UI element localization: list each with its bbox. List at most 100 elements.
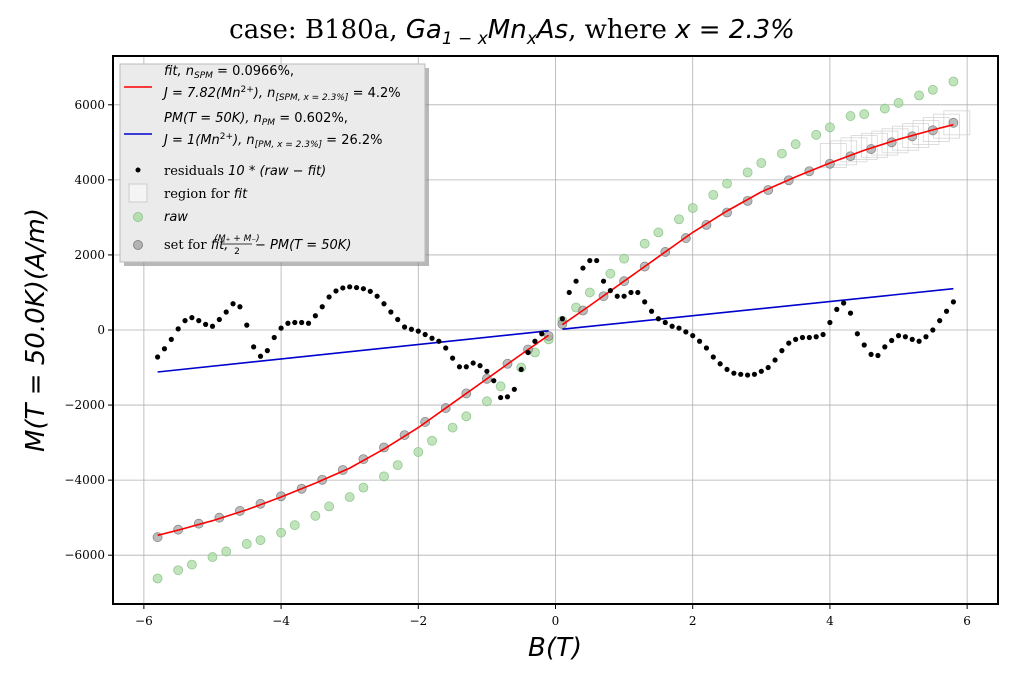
residual-point	[408, 326, 415, 332]
raw-point	[447, 422, 458, 433]
residual-point	[717, 361, 723, 367]
residual-point	[930, 327, 936, 333]
fit-line-negative	[157, 334, 550, 537]
residual-point	[683, 329, 689, 335]
residual-point	[491, 378, 497, 384]
residual-point	[230, 301, 236, 307]
residual-point	[786, 340, 792, 346]
legend-residuals-a: residuals	[164, 164, 228, 179]
raw-point	[173, 565, 184, 576]
residual-point	[278, 325, 284, 331]
region-box	[922, 117, 950, 142]
raw-point	[756, 158, 767, 168]
residual-point	[436, 338, 442, 344]
residual-point	[367, 288, 373, 294]
residual-point	[340, 285, 346, 291]
residual-point	[374, 293, 380, 299]
legend-set-frac-num: (M₊ + M₋)	[214, 234, 259, 244]
residual-point	[937, 318, 943, 324]
legend-raw-swatch	[133, 212, 143, 222]
residual-point	[264, 348, 270, 354]
fit-line-positive	[561, 123, 954, 326]
residual-point	[662, 319, 668, 326]
axis-ticks: −6 −4 −2 0 2 4 6 −6000 −4000 −2000 0 2000 4000 6000	[64, 98, 971, 628]
region-box	[861, 132, 888, 158]
y-tick-label: 4000	[74, 173, 105, 187]
raw-point	[241, 539, 252, 549]
legend-fit-line1-sub: SPM	[194, 71, 213, 81]
residual-point	[360, 286, 367, 292]
raw-point	[845, 111, 856, 121]
raw-point	[825, 122, 835, 133]
legend-fit-line2-b: ), n	[253, 86, 276, 101]
legend-fit-line1-a: fit	[164, 64, 178, 79]
residual-point	[333, 288, 339, 294]
chart-title: case: B180a, Ga1 − xMnxAs, where x = 2.3…	[229, 15, 795, 49]
legend-pm-line2-sub: [PM, x = 2.3%]	[255, 140, 323, 150]
legend-region-b: fit	[234, 187, 248, 202]
y-tick-label: 0	[97, 323, 105, 337]
title-tail: , where	[568, 15, 675, 45]
legend-residuals: residuals 10 * (raw − fit)	[164, 164, 326, 179]
residual-point	[175, 326, 181, 332]
residual-point	[889, 337, 895, 344]
raw-point	[461, 411, 472, 422]
residual-point	[388, 309, 394, 315]
residual-point	[923, 334, 929, 340]
residual-point	[196, 318, 202, 324]
residual-point	[607, 287, 613, 294]
residual-point	[525, 349, 531, 356]
legend-box	[119, 63, 426, 263]
raw-point	[392, 460, 403, 471]
residual-point	[847, 310, 854, 316]
residual-point	[429, 335, 435, 341]
raw-point	[289, 520, 300, 531]
residual-point	[154, 354, 161, 360]
x-tick-label: 2	[689, 614, 697, 628]
raw-point	[722, 178, 732, 189]
residual-point	[861, 342, 867, 348]
legend-pm-line2: J = 1(Mn2+), n[PM, x = 2.3%] = 26.2%	[161, 132, 383, 150]
residual-point	[943, 308, 950, 314]
y-tick-label: −2000	[64, 398, 105, 412]
residual-point	[799, 334, 806, 341]
legend-pm-line1-sub: PM	[262, 118, 275, 128]
raw-point	[742, 167, 753, 178]
residual-point	[696, 338, 703, 344]
x-axis-label: B(T)	[528, 633, 582, 663]
y-tick-label: 2000	[74, 248, 105, 262]
residual-point	[209, 323, 216, 329]
residual-point	[415, 328, 421, 334]
legend-set-b: fit,	[211, 238, 229, 253]
residual-point	[779, 348, 785, 354]
legend-set: set for fit,	[164, 238, 228, 253]
x-tick-label: −2	[409, 614, 427, 628]
residual-point	[223, 309, 229, 315]
legend-set-a: set for	[164, 238, 211, 253]
raw-point	[255, 535, 266, 546]
residual-point	[504, 394, 511, 400]
residual-point	[449, 355, 456, 361]
residual-point	[710, 354, 716, 360]
legend-region-a: region for	[164, 187, 234, 202]
x-tick-label: −6	[135, 614, 153, 628]
raw-point	[948, 76, 959, 87]
residual-point	[820, 331, 826, 338]
residual-point	[772, 357, 778, 363]
residual-point	[532, 338, 538, 344]
residual-point	[182, 318, 188, 324]
residual-point	[614, 293, 620, 299]
residual-point	[312, 313, 318, 319]
residual-point	[868, 351, 874, 357]
residual-point	[738, 371, 744, 377]
residual-point	[827, 319, 833, 326]
raw-point	[859, 109, 870, 120]
raw-point	[495, 381, 506, 392]
title-math-part: Ga	[406, 15, 442, 45]
residual-point	[189, 315, 195, 321]
residual-point	[422, 331, 428, 338]
legend-region: region for fit	[164, 187, 248, 202]
y-tick-label: 6000	[74, 98, 105, 112]
residual-point	[731, 370, 737, 376]
